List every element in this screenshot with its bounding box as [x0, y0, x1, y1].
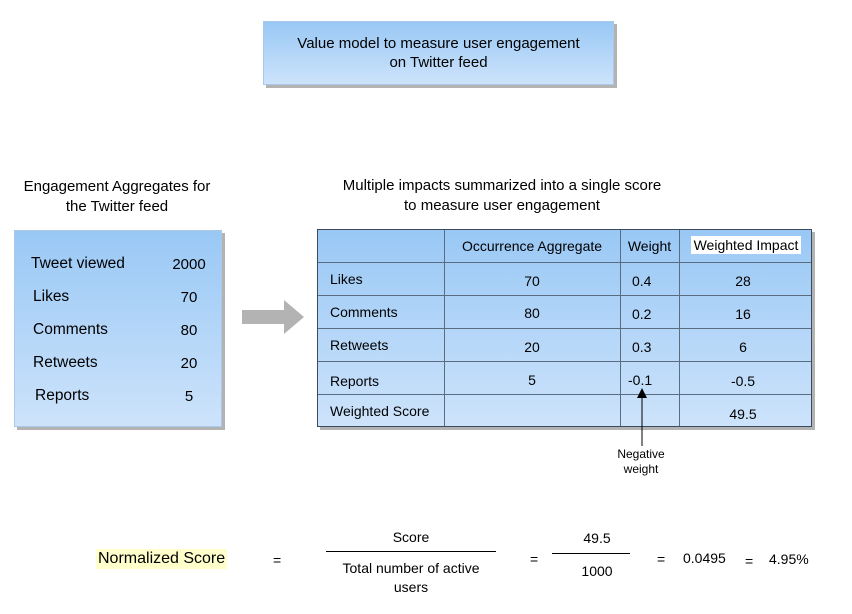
title-line-1: Value model to measure user engagement [297, 35, 580, 52]
row-impact-retweets: 6 [739, 339, 747, 355]
header-weighted-impact-cell: Weighted Impact [679, 236, 813, 254]
row-label-likes: Likes [330, 271, 363, 287]
diagram-title-box: Value model to measure user engagement o… [263, 21, 614, 85]
normalized-score-label: Normalized Score [96, 549, 228, 569]
right-arrow-icon [242, 300, 304, 334]
aggregate-value-likes: 70 [180, 289, 198, 306]
formula-percent: 4.95% [769, 551, 809, 567]
aggregates-caption-line-1: Engagement Aggregates for [23, 178, 211, 195]
formula-result: 0.0495 [683, 550, 726, 566]
aggregates-box: Tweet viewed 2000 Likes 70 Comments 80 R… [14, 230, 222, 427]
formula-denominator-value: 1000 [581, 563, 613, 579]
aggregate-label-likes: Likes [33, 288, 70, 305]
formula-numerator-value: 49.5 [583, 530, 611, 546]
aggregates-caption: Engagement Aggregates for the Twitter fe… [6, 177, 228, 217]
row-occurrence-reports: 5 [528, 372, 536, 388]
row-label-weighted-score: Weighted Score [330, 403, 430, 419]
annotation-arrow-icon [637, 388, 647, 446]
aggregate-value-comments: 80 [180, 322, 198, 339]
row-label-reports: Reports [330, 373, 380, 389]
formula-numerator: Score [392, 529, 430, 545]
annotation-line-2: weight [623, 462, 659, 476]
fraction-bar-2 [552, 553, 630, 554]
header-weight: Weight [627, 238, 672, 254]
row-weight-comments: 0.2 [632, 306, 652, 322]
row-label-retweets: Retweets [330, 337, 389, 353]
summary-caption-line-1: Multiple impacts summarized into a singl… [342, 177, 662, 194]
equals-sign-4: = [745, 553, 754, 569]
equals-sign-1: = [273, 552, 282, 568]
row-occurrence-likes: 70 [524, 273, 540, 289]
row-impact-weighted-score: 49.5 [729, 406, 757, 422]
equals-sign-2: = [530, 551, 539, 567]
row-label-comments: Comments [330, 304, 398, 320]
row-weight-retweets: 0.3 [632, 339, 652, 355]
aggregate-label-retweets: Retweets [33, 354, 98, 371]
equals-sign-3: = [657, 551, 666, 567]
aggregate-label-comments: Comments [33, 321, 108, 338]
row-weight-likes: 0.4 [632, 273, 652, 289]
aggregate-label-tweet-viewed: Tweet viewed [31, 255, 125, 272]
header-weighted-impact: Weighted Impact [690, 236, 802, 254]
summary-caption: Multiple impacts summarized into a singl… [300, 176, 704, 216]
row-occurrence-retweets: 20 [524, 339, 540, 355]
aggregates-caption-line-2: the Twitter feed [65, 198, 169, 215]
summary-caption-line-2: to measure user engagement [404, 197, 600, 214]
denominator-line-2: users [393, 579, 429, 595]
aggregate-value-retweets: 20 [180, 355, 198, 372]
denominator-line-1: Total number of active [342, 560, 480, 576]
row-impact-likes: 28 [735, 273, 751, 289]
row-impact-comments: 16 [735, 306, 751, 322]
header-occurrence-aggregate: Occurrence Aggregate [461, 238, 603, 254]
fraction-bar-1 [326, 551, 496, 552]
aggregate-value-tweet-viewed: 2000 [172, 256, 206, 273]
row-impact-reports: -0.5 [730, 373, 756, 389]
negative-weight-annotation: Negative weight [600, 447, 682, 477]
aggregate-value-reports: 5 [184, 388, 194, 405]
aggregate-label-reports: Reports [35, 387, 90, 404]
row-occurrence-comments: 80 [524, 305, 540, 321]
title-line-2: on Twitter feed [389, 54, 488, 71]
summary-table: Occurrence Aggregate Weight Weighted Imp… [317, 229, 812, 427]
annotation-line-1: Negative [617, 447, 665, 461]
formula-denominator: Total number of active users [326, 559, 496, 597]
row-weight-reports: -0.1 [628, 372, 653, 388]
